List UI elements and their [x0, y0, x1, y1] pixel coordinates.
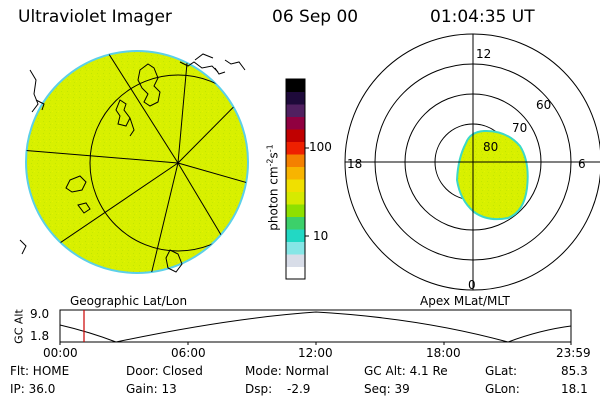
- xtick-0000: 00:00: [43, 346, 78, 360]
- colorbar: [285, 78, 309, 280]
- colorbar-swatch: [286, 254, 305, 267]
- colorbar-swatch: [286, 216, 305, 230]
- geo-caption: Geographic Lat/Lon: [70, 294, 188, 308]
- time-label: 01:04:35 UT: [430, 7, 535, 27]
- polar-panel: [344, 33, 600, 291]
- info-door: Door: Closed: [126, 364, 203, 378]
- info-mode: Mode: Normal: [245, 364, 329, 378]
- mlt-label-18: 18: [347, 157, 363, 171]
- geographic-panel: [19, 50, 249, 274]
- colorbar-swatch: [286, 79, 305, 92]
- info-glat-value: 85.3: [561, 364, 588, 378]
- colorbar-swatch: [286, 241, 305, 255]
- info-glon-value: 18.1: [561, 382, 588, 396]
- date-label: 06 Sep 00: [272, 7, 359, 27]
- colorbar-swatch: [286, 91, 305, 105]
- geo-image-disk: [25, 50, 249, 274]
- colorbar-swatch: [286, 204, 305, 217]
- colorbar-swatch: [286, 266, 305, 280]
- coastlines: [19, 53, 246, 273]
- colorbar-tick-100: 100: [309, 140, 332, 154]
- info-gain: Gain: 13: [126, 382, 177, 396]
- mlt-label-0: 0: [468, 278, 476, 292]
- lat-label-80: 80: [483, 140, 499, 154]
- altitude-ytick-9: 9.0: [30, 307, 50, 321]
- xtick-1800: 18:00: [426, 346, 461, 360]
- colorbar-tick-10: 10: [313, 229, 329, 243]
- lat-label-70: 70: [512, 121, 528, 135]
- colorbar-swatch: [286, 179, 305, 192]
- info-gcalt: GC Alt: 4.1 Re: [364, 364, 448, 378]
- altitude-plot: [59, 309, 572, 345]
- info-flt: Flt: HOME: [10, 364, 70, 378]
- colorbar-swatch: [286, 116, 305, 130]
- colorbar-label: photon cm-2s-1: [265, 144, 281, 231]
- xtick-0600: 06:00: [171, 346, 206, 360]
- info-glon-label: GLon:: [485, 382, 520, 396]
- xtick-1200: 12:00: [298, 346, 333, 360]
- altitude-ylabel: GC Alt: [12, 309, 26, 344]
- colorbar-swatch: [286, 191, 305, 205]
- info-dsp-label: Dsp:: [245, 382, 273, 396]
- info-glat-label: GLat:: [485, 364, 518, 378]
- mlt-label-12: 12: [476, 47, 492, 61]
- altitude-curve: [59, 311, 572, 343]
- colorbar-swatch: [286, 166, 305, 180]
- mlt-label-6: 6: [578, 157, 586, 171]
- auroral-oval: [455, 129, 529, 221]
- colorbar-swatch: [286, 229, 305, 242]
- info-seq: Seq: 39: [364, 382, 410, 396]
- app-title: Ultraviolet Imager: [18, 7, 172, 27]
- colorbar-swatch: [286, 129, 305, 142]
- colorbar-swatch: [286, 104, 305, 117]
- colorbar-swatch: [286, 154, 305, 167]
- lat-label-60: 60: [536, 98, 552, 112]
- polar-caption: Apex MLat/MLT: [420, 294, 510, 308]
- info-dsp-value: -2.9: [287, 382, 311, 396]
- xtick-2359: 23:59: [556, 346, 591, 360]
- info-ip: IP: 36.0: [10, 382, 56, 396]
- altitude-ytick-1: 1.8: [30, 329, 50, 343]
- colorbar-swatch: [286, 141, 305, 155]
